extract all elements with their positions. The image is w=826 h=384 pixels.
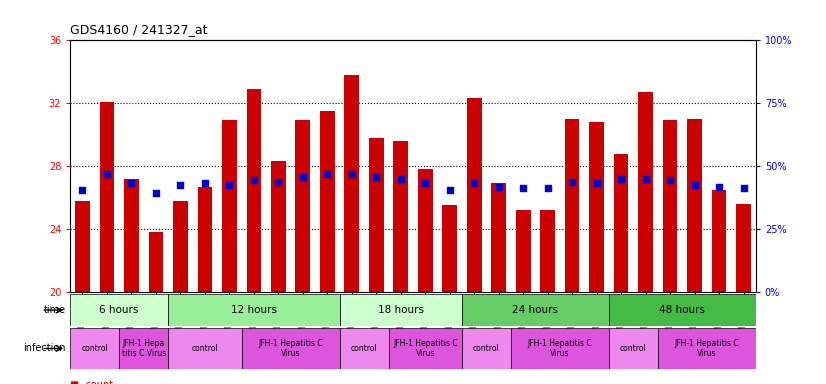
Text: ■  count: ■ count (70, 380, 113, 384)
Bar (320, 111, 335, 292)
Point (443, 187, 456, 193)
Bar (173, 201, 188, 292)
Text: JFH-1 Hepatitis C
Virus: JFH-1 Hepatitis C Virus (259, 339, 323, 358)
Bar (565, 119, 580, 292)
Text: control: control (473, 344, 500, 353)
Bar (511, 328, 609, 369)
Point (345, 171, 358, 177)
Bar (687, 119, 702, 292)
Bar (339, 328, 388, 369)
Bar (491, 184, 506, 292)
Text: control: control (351, 344, 377, 353)
Point (737, 185, 750, 191)
Bar (609, 294, 756, 326)
Bar (246, 89, 261, 292)
Bar (75, 201, 90, 292)
Bar (712, 190, 726, 292)
Text: 6 hours: 6 hours (99, 305, 139, 315)
Bar (540, 210, 555, 292)
Point (297, 174, 310, 180)
Point (320, 171, 334, 177)
Bar (119, 328, 169, 369)
Point (566, 179, 579, 185)
Text: JFH-1 Hepa
titis C Virus: JFH-1 Hepa titis C Virus (121, 339, 166, 358)
Bar (443, 205, 457, 292)
Bar (242, 328, 339, 369)
Point (615, 175, 628, 182)
Bar (638, 92, 653, 292)
Bar (344, 75, 359, 292)
Point (223, 182, 236, 188)
Bar (70, 328, 119, 369)
Text: control: control (620, 344, 647, 353)
Bar (388, 328, 462, 369)
Point (590, 180, 603, 187)
Point (468, 180, 481, 187)
Text: control: control (81, 344, 108, 353)
Point (370, 174, 383, 180)
Bar (296, 121, 310, 292)
Text: JFH-1 Hepatitis C
Virus: JFH-1 Hepatitis C Virus (393, 339, 458, 358)
Bar (197, 187, 212, 292)
Point (272, 179, 285, 185)
Bar (462, 328, 511, 369)
Point (394, 175, 407, 182)
Text: 18 hours: 18 hours (377, 305, 424, 315)
Bar (614, 154, 629, 292)
Text: JFH-1 Hepatitis C
Virus: JFH-1 Hepatitis C Virus (675, 339, 739, 358)
Bar (515, 210, 530, 292)
Point (713, 184, 726, 190)
Point (492, 184, 506, 190)
Point (173, 182, 187, 188)
Bar (369, 138, 383, 292)
Point (639, 175, 653, 182)
Point (76, 187, 89, 193)
Bar (589, 122, 604, 292)
Text: infection: infection (24, 343, 66, 354)
Point (150, 190, 163, 196)
Text: 12 hours: 12 hours (230, 305, 277, 315)
Bar (467, 98, 482, 292)
Point (198, 180, 211, 187)
Text: 24 hours: 24 hours (512, 305, 558, 315)
Point (688, 182, 701, 188)
Bar (339, 294, 462, 326)
Point (100, 171, 113, 177)
Bar (662, 121, 677, 292)
Text: 48 hours: 48 hours (659, 305, 705, 315)
Bar (100, 102, 114, 292)
Bar (271, 161, 286, 292)
Bar (462, 294, 609, 326)
Bar (393, 141, 408, 292)
Point (541, 185, 554, 191)
Text: time: time (44, 305, 66, 315)
Bar (169, 328, 242, 369)
Bar (418, 169, 433, 292)
Bar (609, 328, 657, 369)
Bar (736, 204, 751, 292)
Bar (124, 179, 139, 292)
Bar (70, 294, 169, 326)
Text: control: control (192, 344, 218, 353)
Bar (222, 121, 237, 292)
Point (419, 180, 432, 187)
Point (516, 185, 529, 191)
Point (125, 180, 138, 187)
Bar (149, 232, 164, 292)
Bar (169, 294, 339, 326)
Point (247, 177, 260, 183)
Bar (657, 328, 756, 369)
Text: JFH-1 Hepatitis C
Virus: JFH-1 Hepatitis C Virus (528, 339, 592, 358)
Point (663, 177, 676, 183)
Text: GDS4160 / 241327_at: GDS4160 / 241327_at (70, 23, 207, 36)
